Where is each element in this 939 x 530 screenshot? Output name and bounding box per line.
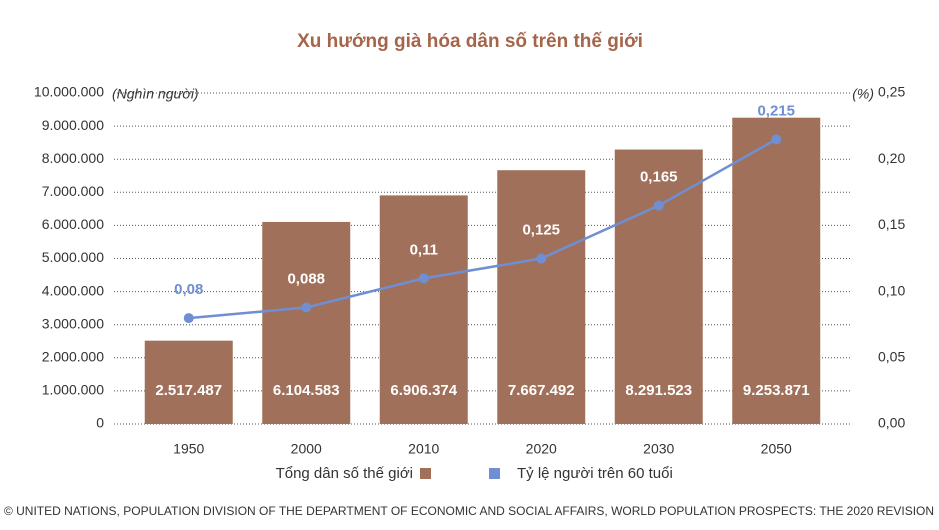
x-tick-label: 1950 [173, 441, 204, 457]
y2-axis-label: (%) [852, 86, 874, 102]
legend-swatch [420, 468, 431, 479]
y-tick-label: 10.000.000 [34, 84, 104, 100]
bar-value-label: 7.667.492 [508, 382, 575, 399]
line-value-label: 0,08 [174, 281, 203, 298]
line [188, 138, 777, 320]
line-value-label: 0,215 [757, 102, 795, 119]
y-tick-label: 6.000.000 [42, 216, 104, 232]
line-value-label: 0,088 [287, 270, 325, 287]
bar [732, 117, 821, 424]
y-tick-label: 1.000.000 [42, 382, 104, 398]
y-tick-label: 8.000.000 [42, 150, 104, 166]
x-tick-label: 2050 [761, 441, 792, 457]
y2-tick-label: 0,05 [878, 349, 905, 365]
y-tick-label: 2.000.000 [42, 349, 104, 365]
x-tick-label: 2000 [291, 441, 322, 457]
y-tick-label: 0 [96, 415, 104, 431]
x-tick-label: 2020 [526, 441, 557, 457]
bar-value-label: 2.517.487 [155, 382, 222, 399]
bar-value-label: 9.253.871 [743, 382, 810, 399]
x-tick-label: 2010 [408, 441, 439, 457]
y2-tick-label: 0,25 [878, 84, 905, 100]
y2-tick-label: 0,00 [878, 415, 905, 431]
bar-value-label: 6.104.583 [273, 382, 340, 399]
line-value-label: 0,125 [522, 221, 560, 238]
legend-label: Tỷ lệ người trên 60 tuổi [517, 465, 673, 482]
legend-swatch [489, 468, 500, 479]
bar [614, 149, 703, 424]
y-tick-label: 4.000.000 [42, 282, 104, 298]
legend-label: Tổng dân số thế giới [276, 465, 413, 482]
y2-tick-label: 0,15 [878, 216, 905, 232]
bar [379, 195, 468, 424]
bar-value-label: 8.291.523 [625, 382, 692, 399]
y2-tick-label: 0,20 [878, 150, 905, 166]
y2-tick-label: 0,10 [878, 282, 905, 298]
bar [262, 221, 351, 424]
line-point [536, 253, 547, 264]
line-point [653, 200, 664, 211]
y-tick-label: 9.000.000 [42, 117, 104, 133]
y-axis-label: (Nghìn người) [112, 86, 199, 102]
line-value-label: 0,165 [640, 169, 678, 186]
line-point [771, 134, 782, 145]
source: © UNITED NATIONS, POPULATION DIVISION OF… [4, 504, 934, 518]
x-tick-label: 2030 [643, 441, 674, 457]
chart-title: Xu hướng già hóa dân số trên thế giới [297, 31, 643, 52]
bar [497, 170, 586, 424]
y-tick-label: 7.000.000 [42, 183, 104, 199]
line-point [301, 302, 312, 313]
y-tick-label: 5.000.000 [42, 249, 104, 265]
bar [144, 340, 233, 424]
line-value-label: 0,11 [410, 241, 438, 258]
bar-value-label: 6.906.374 [390, 382, 457, 399]
line-point [183, 313, 194, 324]
y-tick-label: 3.000.000 [42, 315, 104, 331]
line-point [418, 273, 429, 284]
